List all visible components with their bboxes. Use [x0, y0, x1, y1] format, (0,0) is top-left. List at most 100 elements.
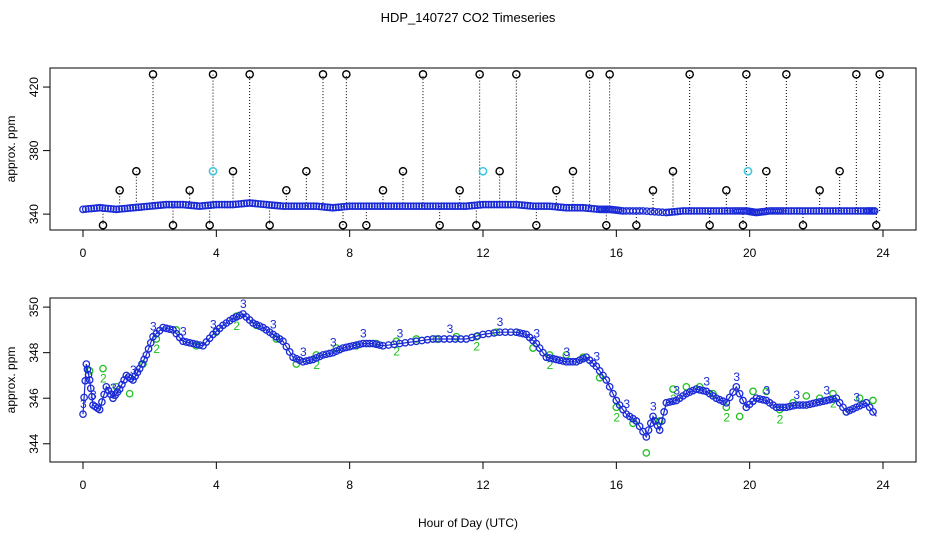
- mean-point: [526, 202, 535, 210]
- mean-point: [804, 207, 812, 215]
- mean-point: [790, 207, 798, 215]
- extreme-point: [148, 70, 158, 79]
- extreme-point: [605, 70, 614, 79]
- extreme-point: [185, 185, 194, 195]
- mean-point: [201, 201, 210, 210]
- blue-point: [495, 328, 504, 337]
- mean-point: [709, 207, 718, 215]
- mean-point: [812, 207, 821, 215]
- mean-point: [529, 202, 537, 211]
- mean-point: [101, 204, 110, 213]
- green-point: [749, 387, 757, 396]
- blue-point-label: 3: [180, 324, 187, 338]
- mean-point: [576, 203, 585, 212]
- mean-point: [112, 205, 121, 214]
- blue-point-label: 3: [210, 317, 217, 331]
- mean-point: [712, 207, 721, 215]
- y-tick-label: 350: [27, 297, 41, 317]
- mean-point: [93, 204, 101, 212]
- extreme-point: [228, 166, 238, 176]
- mean-point: [501, 200, 510, 209]
- y-tick-label: 348: [27, 342, 41, 362]
- y-tick-label: 346: [27, 388, 41, 408]
- mean-point: [270, 201, 279, 210]
- x-tick-label: 16: [610, 478, 624, 492]
- mean-point: [695, 207, 704, 215]
- mean-point: [134, 203, 143, 212]
- blue-point: [401, 338, 410, 347]
- mean-point: [779, 207, 787, 215]
- mean-point: [551, 202, 560, 211]
- blue-point-label: 3: [270, 317, 277, 331]
- mean-point: [798, 207, 807, 215]
- mean-point: [420, 202, 429, 211]
- blue-point: [375, 341, 384, 349]
- extreme-point: [208, 70, 218, 79]
- mean-point: [587, 204, 596, 213]
- mean-point: [406, 202, 415, 211]
- mean-point: [373, 202, 382, 211]
- extreme-point: [782, 70, 791, 79]
- extreme-point: [302, 166, 311, 176]
- mean-point: [229, 200, 237, 209]
- blue-point: [106, 390, 115, 399]
- mean-point: [784, 207, 793, 215]
- blue-point-label: 3: [623, 397, 630, 411]
- green-point: [762, 387, 771, 396]
- mean-point: [318, 202, 326, 211]
- mean-point: [79, 205, 87, 214]
- mean-point: [548, 202, 557, 211]
- mean-point: [154, 201, 162, 210]
- blue-point: [379, 341, 387, 350]
- blue-point: [85, 376, 94, 384]
- extreme-point: [342, 70, 351, 79]
- green-point-label: 2: [313, 358, 320, 372]
- mean-point: [774, 207, 783, 215]
- mean-point: [676, 207, 685, 216]
- mean-point: [701, 207, 710, 215]
- x-tick-label: 0: [80, 246, 87, 260]
- bottom-panel-y-axis: 344 346 348 350: [27, 297, 50, 454]
- mean-point: [650, 207, 659, 216]
- mean-point: [487, 200, 496, 209]
- blue-point: [725, 393, 734, 402]
- mean-point: [429, 202, 437, 211]
- mean-point: [495, 200, 504, 209]
- mean-point: [726, 207, 735, 215]
- blue-point-label: 3: [703, 374, 710, 388]
- mean-point: [415, 202, 423, 211]
- blue-point: [131, 372, 140, 381]
- mean-point: [679, 207, 687, 215]
- mean-point: [265, 201, 273, 209]
- extreme-point: [378, 185, 388, 195]
- mean-point: [556, 203, 565, 212]
- mean-point: [806, 207, 815, 215]
- mean-point: [468, 201, 476, 210]
- green-point: [642, 449, 651, 457]
- x-tick-label: 8: [346, 478, 353, 492]
- blue-point: [739, 396, 747, 405]
- extreme-point: [552, 185, 561, 195]
- blue-point-label: 3: [733, 370, 740, 384]
- green-point-label: 2: [393, 344, 400, 358]
- mean-point: [479, 200, 487, 209]
- blue-point: [479, 330, 487, 339]
- mean-point: [126, 204, 135, 212]
- extreme-point: [98, 220, 108, 230]
- bottom-panel: approx. ppm 0 4 8 12 16 20 24 344 346 348 350 2 2 2…: [4, 297, 917, 492]
- mean-point: [301, 202, 310, 211]
- mean-point: [537, 202, 546, 211]
- mean-point: [840, 207, 848, 215]
- extreme-point: [338, 220, 348, 230]
- mean-point: [540, 202, 548, 211]
- blue-point: [95, 405, 104, 414]
- extreme-point: [512, 70, 521, 79]
- mean-point: [331, 203, 340, 212]
- blue-point: [79, 410, 87, 419]
- mean-point: [395, 202, 404, 211]
- mean-point: [179, 200, 187, 209]
- blue-point-label: 3: [130, 363, 137, 377]
- mean-point: [518, 201, 526, 209]
- mean-point: [687, 207, 696, 215]
